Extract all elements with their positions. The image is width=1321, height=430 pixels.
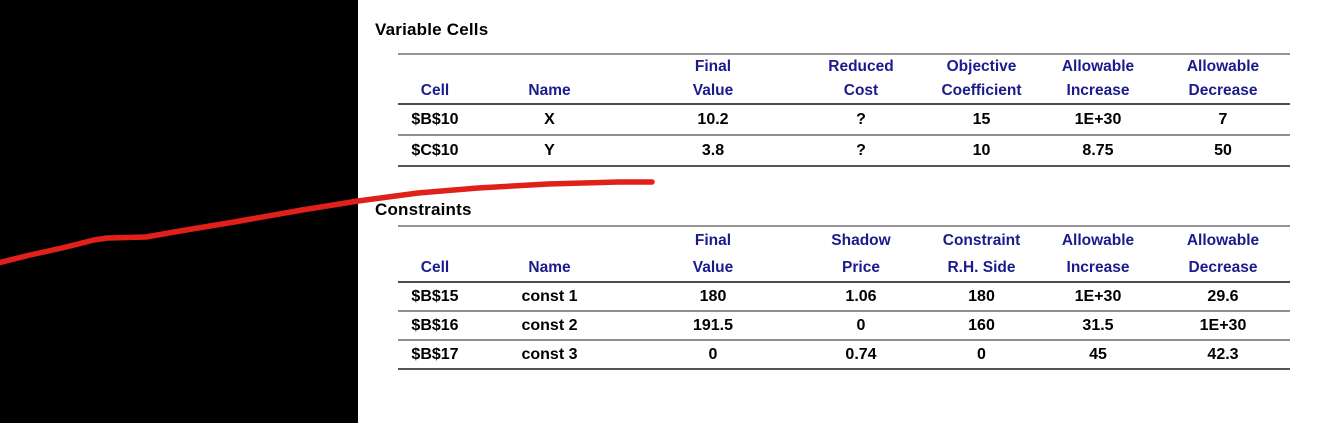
column-header: Name (472, 79, 627, 105)
column-header: Cell (398, 79, 472, 105)
column-header: Cost (799, 79, 923, 105)
cell-name: const 1 (472, 282, 627, 312)
cell-ref: $B$10 (398, 104, 472, 136)
column-header: Value (627, 255, 799, 283)
column-header: Final (694, 232, 732, 249)
cell-value: 29.6 (1156, 282, 1290, 312)
variable-cells-title: Variable Cells (375, 20, 489, 39)
cell-ref: $B$15 (398, 282, 472, 312)
cell-value: 0 (799, 311, 923, 341)
column-header: Increase (1040, 79, 1156, 105)
cell-value: 7 (1156, 104, 1290, 136)
cell-value: 10 (923, 135, 1040, 167)
cell-value: 42.3 (1156, 340, 1290, 370)
column-header (398, 226, 472, 255)
column-header: Coefficient (923, 79, 1040, 105)
header-row-top: Final Shadow Constraint Allowable Allowa… (398, 226, 1290, 255)
column-header: Shadow (831, 232, 891, 249)
table-row: $B$10 X 10.2 ? 15 1E+30 7 (398, 104, 1290, 136)
cell-value: 160 (923, 311, 1040, 341)
cell-ref: $B$17 (398, 340, 472, 370)
column-header (398, 54, 472, 79)
cell-ref: $B$16 (398, 311, 472, 341)
cell-value: 1.06 (799, 282, 923, 312)
cell-value: ? (799, 104, 923, 136)
redaction-block (0, 0, 358, 423)
column-header: Reduced (828, 58, 894, 75)
cell-value: 191.5 (627, 311, 799, 341)
cell-value: 0 (923, 340, 1040, 370)
cell-value: 15 (923, 104, 1040, 136)
cell-value: 45 (1040, 340, 1156, 370)
constraints-title: Constraints (375, 200, 472, 219)
cell-name: X (472, 104, 627, 136)
cell-ref: $C$10 (398, 135, 472, 167)
cell-name: const 2 (472, 311, 627, 341)
column-header: Increase (1040, 255, 1156, 283)
header-row-bottom: Cell Name Value Price R.H. Side Increase… (398, 255, 1290, 283)
cell-value: 0 (627, 340, 799, 370)
cell-value: 3.8 (627, 135, 799, 167)
cell-value: 50 (1156, 135, 1290, 167)
cell-value: 8.75 (1040, 135, 1156, 167)
cell-value: 180 (627, 282, 799, 312)
table-row: $B$17 const 3 0 0.74 0 45 42.3 (398, 340, 1290, 370)
column-header: Name (472, 255, 627, 283)
column-header: Cell (398, 255, 472, 283)
column-header (472, 226, 627, 255)
variable-cells-table: Final Reduced Objective Allowable Allowa… (398, 53, 1290, 167)
constraints-table: Final Shadow Constraint Allowable Allowa… (398, 225, 1290, 370)
column-header: Allowable (1061, 232, 1135, 249)
cell-value: 1E+30 (1040, 104, 1156, 136)
cell-name: const 3 (472, 340, 627, 370)
column-header: Price (799, 255, 923, 283)
cell-value: 31.5 (1040, 311, 1156, 341)
column-header: Allowable (1061, 58, 1135, 75)
cell-value: 1E+30 (1040, 282, 1156, 312)
cell-name: Y (472, 135, 627, 167)
column-header: Value (627, 79, 799, 105)
cell-value: 1E+30 (1156, 311, 1290, 341)
column-header: Final (694, 58, 732, 75)
column-header: Objective (946, 58, 1017, 75)
cell-value: ? (799, 135, 923, 167)
cell-value: 180 (923, 282, 1040, 312)
column-header (472, 54, 627, 79)
column-header: Constraint (942, 232, 1021, 249)
table-row: $C$10 Y 3.8 ? 10 8.75 50 (398, 135, 1290, 167)
table-row: $B$15 const 1 180 1.06 180 1E+30 29.6 (398, 282, 1290, 312)
column-header: R.H. Side (923, 255, 1040, 283)
header-row-top: Final Reduced Objective Allowable Allowa… (398, 54, 1290, 79)
cell-value: 0.74 (799, 340, 923, 370)
column-header: Allowable (1186, 232, 1260, 249)
column-header: Decrease (1156, 79, 1290, 105)
header-row-bottom: Cell Name Value Cost Coefficient Increas… (398, 79, 1290, 105)
column-header: Decrease (1156, 255, 1290, 283)
table-row: $B$16 const 2 191.5 0 160 31.5 1E+30 (398, 311, 1290, 341)
column-header: Allowable (1186, 58, 1260, 75)
cell-value: 10.2 (627, 104, 799, 136)
